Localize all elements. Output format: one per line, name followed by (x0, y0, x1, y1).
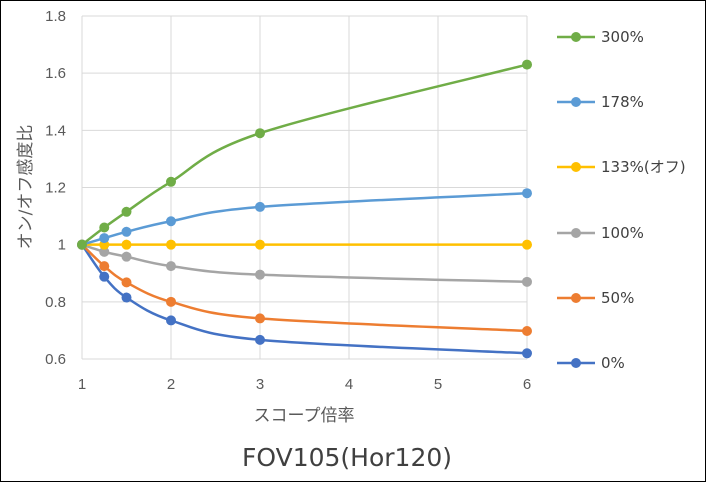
grid-lines (81, 15, 528, 360)
data-point (121, 292, 132, 303)
legend-marker (571, 228, 581, 238)
legend-item: 300% (557, 28, 644, 46)
x-tick-label: 3 (256, 376, 264, 393)
y-tick-label: 0.8 (45, 294, 66, 311)
data-point (99, 261, 110, 272)
data-point (255, 239, 265, 250)
y-tick-label: 1.4 (45, 122, 66, 139)
chart-title: FOV105(Hor120) (242, 443, 452, 472)
legend-marker (571, 32, 581, 42)
x-tick-label: 5 (434, 376, 442, 393)
series-0% (77, 239, 532, 359)
data-point (166, 176, 176, 187)
data-point (99, 271, 110, 282)
data-point (166, 239, 176, 250)
legend-item: 100% (557, 224, 644, 242)
series-100% (77, 239, 532, 287)
data-point (522, 348, 532, 359)
tick-labels: 0.6 0.8 1 1.2 1.4 1.6 1.8 1 2 3 4 5 6 (45, 8, 531, 393)
data-point (121, 239, 132, 250)
y-tick-label: 1.6 (45, 65, 66, 82)
data-point (522, 325, 532, 336)
series-133%(オフ) (77, 239, 532, 250)
data-point (99, 233, 110, 244)
legend-label: 133%(オフ) (601, 158, 686, 176)
data-point (255, 334, 265, 345)
legend-label: 178% (601, 93, 644, 111)
legend-item: 50% (557, 289, 634, 307)
x-axis-title: スコープ倍率 (254, 406, 355, 426)
y-tick-label: 1.8 (45, 8, 66, 25)
legend-label: 50% (601, 289, 634, 307)
series-line (81, 191, 528, 246)
legend-label: 300% (601, 28, 644, 46)
y-tick-label: 0.6 (45, 351, 66, 368)
legend-item: 133%(オフ) (557, 158, 686, 176)
series-line (81, 63, 528, 246)
legend: 300% 178% 133%(オフ) 100% 50% 0% (557, 28, 686, 372)
data-point (77, 239, 87, 250)
data-point (166, 261, 176, 272)
data-point (166, 296, 176, 307)
data-point (255, 128, 265, 139)
legend-label: 0% (601, 354, 625, 372)
legend-item: 178% (557, 93, 644, 111)
data-point (121, 277, 132, 288)
legend-marker (571, 293, 581, 303)
data-point (121, 226, 132, 237)
data-point (522, 276, 532, 287)
x-tick-label: 6 (523, 376, 531, 393)
data-point (522, 239, 532, 250)
data-point (522, 59, 532, 70)
legend-label: 100% (601, 224, 644, 242)
series-50% (77, 239, 532, 336)
data-point (255, 313, 265, 324)
x-tick-label: 1 (78, 376, 86, 393)
data-point (166, 315, 176, 326)
y-axis-title: オン/オフ感度比 (16, 125, 36, 250)
data-point (99, 222, 110, 233)
y-tick-label: 1 (58, 237, 66, 254)
data-point (255, 269, 265, 280)
legend-item: 0% (557, 354, 625, 372)
data-point (121, 251, 132, 262)
data-point (99, 246, 110, 257)
data-point (255, 201, 265, 212)
data-point (166, 216, 176, 227)
series-line (81, 243, 528, 333)
legend-marker (571, 358, 581, 368)
data-point (522, 188, 532, 199)
series-layer (77, 59, 532, 359)
series-300% (77, 59, 532, 250)
x-tick-label: 4 (345, 376, 353, 393)
x-tick-label: 2 (167, 376, 175, 393)
legend-marker (571, 162, 581, 172)
legend-marker (571, 97, 581, 107)
series-line (81, 243, 528, 284)
y-tick-label: 1.2 (45, 180, 66, 197)
data-point (121, 206, 132, 217)
